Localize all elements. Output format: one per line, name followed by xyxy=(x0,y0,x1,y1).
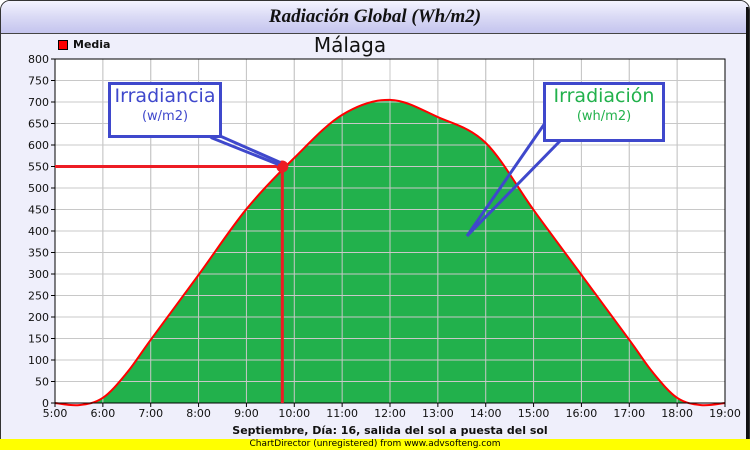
irradiacion-callout: Irradiación (wh/m2) xyxy=(543,82,665,142)
y-tick-label: 700 xyxy=(28,96,49,109)
irradiacion-pointer-2 xyxy=(465,138,563,238)
irradiancia-title: Irradiancia xyxy=(114,85,216,107)
x-tick-label: 11:00 xyxy=(326,407,358,420)
y-tick-label: 500 xyxy=(28,182,49,195)
y-tick-label: 400 xyxy=(28,225,49,238)
y-tick-label: 800 xyxy=(28,53,49,66)
x-axis-label: Septiembre, Día: 16, salida del sol a pu… xyxy=(232,424,548,437)
y-tick-label: 350 xyxy=(28,247,49,260)
x-tick-label: 6:00 xyxy=(91,407,116,420)
x-tick-label: 10:00 xyxy=(278,407,310,420)
x-tick-label: 19:00 xyxy=(709,407,741,420)
y-tick-label: 50 xyxy=(35,376,49,389)
y-tick-label: 0 xyxy=(42,397,49,410)
y-tick-label: 200 xyxy=(28,311,49,324)
x-tick-label: 14:00 xyxy=(470,407,502,420)
x-tick-label: 13:00 xyxy=(422,407,454,420)
x-tick-label: 7:00 xyxy=(138,407,163,420)
legend-label: Media xyxy=(73,38,111,51)
x-tick-label: 9:00 xyxy=(234,407,259,420)
window-titlebar: Radiación Global (Wh/m2) xyxy=(1,1,749,34)
irradiancia-unit: (w/m2) xyxy=(141,109,189,124)
irradiancia-callout: Irradiancia (w/m2) xyxy=(108,82,222,138)
irradiacion-unit: (wh/m2) xyxy=(576,109,632,124)
irradiacion-title: Irradiación xyxy=(553,85,655,107)
x-tick-label: 18:00 xyxy=(661,407,693,420)
y-tick-label: 750 xyxy=(28,75,49,88)
y-tick-label: 250 xyxy=(28,290,49,303)
y-tick-label: 600 xyxy=(28,139,49,152)
y-tick-label: 650 xyxy=(28,118,49,131)
x-tick-label: 16:00 xyxy=(566,407,598,420)
y-tick-label: 550 xyxy=(28,161,49,174)
y-tick-label: 150 xyxy=(28,333,49,346)
x-tick-label: 12:00 xyxy=(374,407,406,420)
x-tick-label: 15:00 xyxy=(518,407,550,420)
window-title: Radiación Global (Wh/m2) xyxy=(268,6,482,27)
irradiance-curve xyxy=(54,98,726,407)
legend-swatch-icon xyxy=(58,39,68,50)
y-tick-label: 100 xyxy=(28,354,49,367)
legend: Media xyxy=(58,38,110,51)
x-tick-label: 5:00 xyxy=(43,407,68,420)
y-tick-label: 450 xyxy=(28,204,49,217)
x-tick-label: 8:00 xyxy=(186,407,211,420)
frame-shadow xyxy=(746,7,749,439)
watermark-footer: ChartDirector (unregistered) from www.ad… xyxy=(0,439,750,450)
x-tick-label: 17:00 xyxy=(613,407,645,420)
y-tick-label: 300 xyxy=(28,268,49,281)
chart-title: Málaga xyxy=(313,33,387,57)
